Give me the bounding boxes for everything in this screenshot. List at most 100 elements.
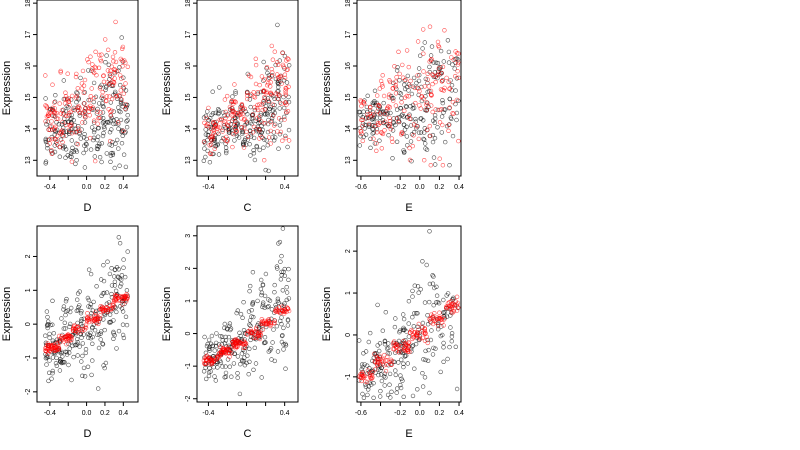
data-point — [247, 97, 253, 102]
y-tick-label: 18 — [25, 0, 32, 7]
data-point — [360, 369, 366, 375]
data-point — [440, 64, 446, 70]
data-point — [70, 327, 76, 332]
data-point — [119, 58, 125, 63]
data-point — [420, 335, 426, 341]
data-point — [123, 102, 128, 107]
data-point — [79, 317, 84, 322]
data-point — [233, 339, 238, 345]
data-point — [280, 62, 286, 68]
data-point — [425, 337, 430, 343]
data-point — [406, 113, 412, 119]
plot-frame — [196, 0, 299, 177]
data-point — [402, 348, 407, 353]
data-point — [62, 144, 67, 150]
data-point — [208, 151, 214, 157]
data-point — [382, 111, 388, 117]
data-point — [375, 343, 380, 348]
data-point — [113, 288, 119, 293]
data-point — [273, 302, 278, 308]
data-point — [82, 374, 88, 379]
data-point — [422, 137, 427, 142]
data-point — [381, 100, 386, 106]
data-point — [264, 138, 269, 143]
data-point — [402, 86, 408, 92]
data-point — [276, 84, 281, 90]
data-point — [358, 129, 363, 134]
data-point — [399, 113, 404, 118]
data-point — [66, 96, 71, 101]
data-point — [74, 71, 79, 77]
data-point — [239, 125, 244, 130]
data-point — [47, 137, 52, 142]
data-point — [266, 98, 271, 104]
data-point — [123, 164, 129, 170]
data-point — [45, 113, 51, 119]
data-point — [79, 309, 84, 314]
data-point — [57, 144, 63, 150]
data-point — [101, 130, 106, 136]
data-point — [230, 94, 235, 99]
data-point — [272, 123, 277, 128]
data-point — [101, 263, 106, 268]
y-tick-label: 14 — [345, 125, 352, 133]
data-point — [100, 101, 105, 106]
data-point — [207, 355, 213, 361]
data-point — [450, 99, 456, 105]
x-tick-label: -0.6 — [355, 184, 367, 191]
data-point — [116, 121, 121, 127]
data-point — [281, 94, 286, 100]
data-point — [121, 265, 126, 270]
data-point — [272, 102, 277, 108]
data-point — [422, 338, 428, 343]
data-point — [435, 72, 441, 78]
y-tick-label: 0 — [25, 322, 32, 326]
data-point — [90, 66, 95, 71]
data-point — [237, 391, 243, 397]
data-point — [209, 359, 215, 365]
data-point — [437, 120, 443, 125]
data-point — [435, 125, 440, 130]
data-point — [243, 341, 249, 346]
data-point — [91, 299, 96, 305]
data-point — [280, 50, 285, 55]
data-point — [262, 94, 267, 100]
data-point — [368, 105, 373, 110]
data-point — [118, 284, 123, 289]
data-point — [59, 108, 65, 113]
data-point — [268, 84, 273, 89]
data-point — [213, 123, 219, 129]
data-point — [92, 328, 98, 333]
data-point — [449, 55, 454, 60]
data-point — [275, 22, 280, 28]
data-point — [44, 104, 49, 109]
data-point — [406, 64, 411, 70]
data-point — [95, 143, 100, 149]
data-point — [95, 318, 100, 323]
data-point — [239, 116, 244, 121]
data-point — [441, 110, 446, 115]
data-point — [450, 133, 456, 139]
data-point — [247, 359, 252, 364]
data-point — [433, 79, 438, 85]
data-point — [429, 103, 434, 108]
data-point — [85, 57, 90, 62]
data-point — [64, 296, 69, 302]
x-tick-label: 0.4 — [454, 184, 464, 191]
data-point — [102, 327, 107, 333]
data-point — [425, 77, 430, 82]
data-point — [205, 109, 210, 114]
data-point — [120, 84, 126, 90]
data-point — [250, 300, 256, 305]
data-point — [90, 325, 95, 330]
data-point — [86, 59, 91, 65]
x-tick-label: 0.2 — [100, 184, 110, 191]
data-point — [285, 323, 291, 328]
data-point — [404, 48, 410, 53]
data-point — [420, 371, 425, 376]
data-point — [46, 370, 52, 375]
data-point — [109, 127, 114, 132]
data-point — [374, 148, 379, 154]
data-point — [441, 59, 446, 64]
data-point — [241, 145, 247, 150]
